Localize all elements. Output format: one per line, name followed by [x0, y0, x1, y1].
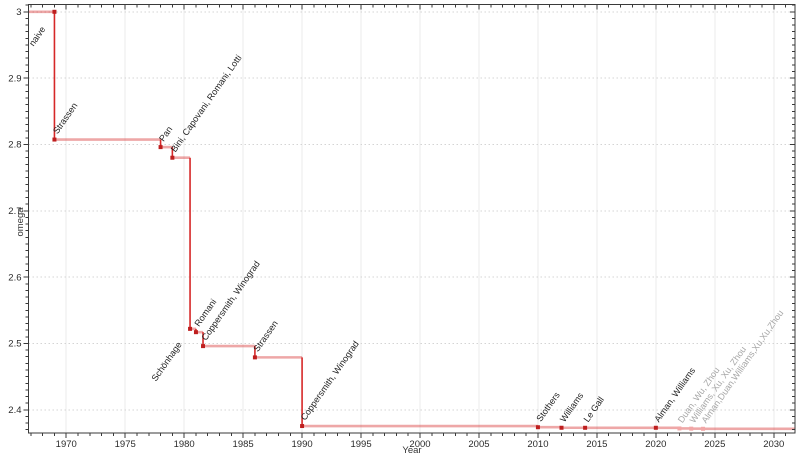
- x-tick-label: 1995: [350, 439, 371, 450]
- data-point-marker: [300, 424, 305, 429]
- x-tick-label: 1975: [115, 439, 136, 450]
- annotation-label: Pan: [157, 124, 174, 143]
- y-tick-label: 2.4: [8, 405, 21, 416]
- annotation-label: naive: [27, 25, 48, 48]
- data-point-marker: [201, 344, 206, 349]
- x-tick-label: 1970: [56, 439, 77, 450]
- y-tick-label: 2.6: [8, 272, 21, 283]
- x-tick-label: 2020: [645, 439, 666, 450]
- data-point-marker: [170, 155, 175, 160]
- data-point-marker: [689, 426, 694, 431]
- x-tick-label: 2025: [704, 439, 725, 450]
- data-point-marker: [52, 137, 57, 142]
- data-point-marker: [188, 326, 193, 331]
- data-point-marker: [701, 426, 706, 431]
- data-point-marker: [52, 9, 57, 14]
- data-point-marker: [677, 426, 682, 431]
- y-tick-label: 2.8: [8, 140, 21, 151]
- x-tick-label: 2000: [409, 439, 430, 450]
- y-tick-label: 2.7: [8, 206, 21, 217]
- marker-layer: [52, 9, 706, 431]
- data-point-marker: [535, 425, 540, 430]
- annotation-label: Schönhage: [150, 340, 184, 383]
- grid-layer: [28, 4, 795, 433]
- data-point-marker: [583, 425, 588, 430]
- annotation-label: Williams, Xu, Xu, Zhou: [688, 344, 748, 424]
- y-tick-label: 3: [16, 7, 21, 18]
- x-tick-label: 1985: [233, 439, 254, 450]
- x-tick-label: 1980: [174, 439, 195, 450]
- x-tick-label: 2010: [527, 439, 548, 450]
- annotation-label: Bini, Capovani, Romani, Lotti: [169, 53, 244, 154]
- data-point-marker: [193, 330, 198, 335]
- x-tick-label: 2030: [763, 439, 784, 450]
- y-tick-label: 2.9: [8, 73, 21, 84]
- x-tick-label: 2005: [468, 439, 489, 450]
- annotation-label: Strassen: [251, 319, 280, 354]
- data-point-marker: [653, 425, 658, 430]
- y-axis-title: omega: [15, 207, 26, 237]
- frame-layer: [28, 4, 796, 434]
- x-tick-label: 2015: [586, 439, 607, 450]
- data-point-marker: [252, 355, 257, 360]
- y-tick-label: 2.5: [8, 339, 21, 350]
- step-line-layer: [28, 10, 795, 431]
- x-axis-title: Year: [402, 445, 421, 456]
- x-tick-label: 1990: [292, 439, 313, 450]
- plot-frame: [28, 4, 796, 434]
- data-point-marker: [158, 145, 163, 150]
- tick-layer: 1970 1975 1980 1985 1990 1995 2000 2005 2010 2015…: [8, 4, 795, 450]
- data-point-marker: [559, 425, 564, 430]
